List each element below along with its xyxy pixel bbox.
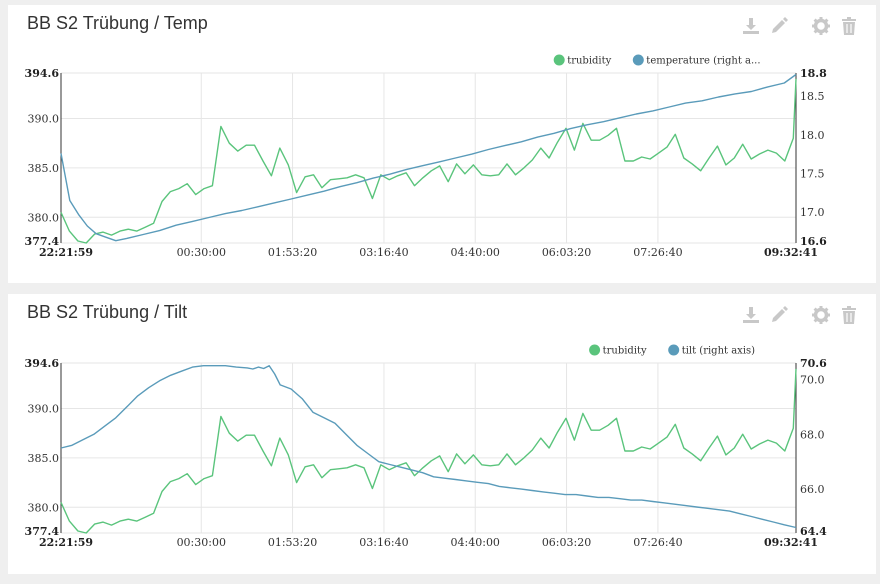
panel-title: BB S2 Trübung / Temp — [27, 13, 208, 33]
x-tick-label: 06:03:20 — [542, 536, 591, 549]
legend-label: trubidity — [567, 56, 611, 67]
y-right-tick-label: 70.6 — [800, 357, 827, 370]
pencil-icon[interactable] — [769, 305, 789, 325]
x-tick-label: 04:40:00 — [451, 246, 500, 259]
gear-icon[interactable] — [811, 16, 831, 36]
x-tick-label: 03:16:40 — [359, 536, 408, 549]
y-right-tick-label: 18.8 — [800, 67, 827, 80]
series-line-right — [60, 364, 797, 529]
download-icon[interactable] — [741, 305, 761, 325]
x-tick-label: 07:26:40 — [633, 246, 682, 259]
chart-panel-tilt: BB S2 Trübung / Tilt 394.6 390.0 385.0 380.… — [8, 294, 876, 574]
line-chart-temp: 394.6 390.0 385.0 380.0 377.4 18.8 18.5 18.0 17.… — [25, 54, 827, 259]
x-tick-label: 04:40:00 — [451, 536, 500, 549]
trash-icon[interactable] — [839, 16, 859, 36]
legend-label: temperature (right a... — [646, 56, 760, 67]
legend-marker — [668, 344, 680, 356]
chart-panel-temp: BB S2 Trübung / Temp 394.6 390.0 385.0 380.… — [8, 5, 876, 283]
panel-title: BB S2 Trübung / Tilt — [27, 302, 188, 322]
y-right-tick-label: 17.0 — [800, 206, 825, 219]
y-right-tick-label: 68.0 — [800, 428, 825, 441]
x-tick-label: 01:53:20 — [268, 246, 317, 259]
trash-icon[interactable] — [839, 305, 859, 325]
y-left-tick-label: 394.6 — [25, 67, 60, 80]
y-left-tick-label: 390.0 — [28, 112, 60, 125]
pencil-icon[interactable] — [769, 16, 789, 36]
y-right-tick-label: 66.0 — [800, 483, 825, 496]
x-tick-label: 03:16:40 — [359, 246, 408, 259]
x-tick-label: 00:30:00 — [177, 536, 226, 549]
download-icon[interactable] — [741, 16, 761, 36]
y-left-tick-label: 380.0 — [28, 501, 60, 514]
legend-label: tilt (right axis) — [682, 346, 755, 357]
series-line-right — [60, 73, 797, 242]
y-right-tick-label: 18.5 — [800, 90, 825, 103]
y-right-tick-label: 18.0 — [800, 129, 825, 142]
legend-marker — [553, 54, 565, 66]
legend-marker — [589, 344, 601, 356]
series-line-trubidity — [60, 78, 797, 244]
x-tick-label: 00:30:00 — [177, 246, 226, 259]
gear-icon[interactable] — [811, 305, 831, 325]
x-tick-label: 01:53:20 — [268, 536, 317, 549]
series-line-trubidity — [60, 368, 797, 534]
y-left-tick-label: 377.4 — [25, 525, 60, 538]
y-right-tick-label: 16.6 — [800, 235, 827, 248]
legend-marker — [632, 54, 644, 66]
y-left-tick-label: 390.0 — [28, 402, 60, 415]
x-tick-label: 09:32:41 — [764, 536, 818, 549]
y-left-tick-label: 380.0 — [28, 211, 60, 224]
x-tick-label: 22:21:59 — [39, 246, 93, 259]
y-right-tick-label: 64.4 — [800, 525, 827, 538]
y-right-tick-label: 70.0 — [800, 373, 825, 386]
x-tick-label: 22:21:59 — [39, 536, 93, 549]
legend-label: trubidity — [603, 346, 647, 357]
line-chart-tilt: 394.6 390.0 385.0 380.0 377.4 70.6 70.0 68.0 66.… — [25, 344, 827, 549]
y-left-tick-label: 385.0 — [28, 452, 60, 465]
x-tick-label: 06:03:20 — [542, 246, 591, 259]
y-left-tick-label: 385.0 — [28, 162, 60, 175]
x-tick-label: 09:32:41 — [764, 246, 818, 259]
y-left-tick-label: 394.6 — [25, 357, 60, 370]
x-tick-label: 07:26:40 — [633, 536, 682, 549]
y-left-tick-label: 377.4 — [25, 235, 60, 248]
y-right-tick-label: 17.5 — [800, 167, 825, 180]
